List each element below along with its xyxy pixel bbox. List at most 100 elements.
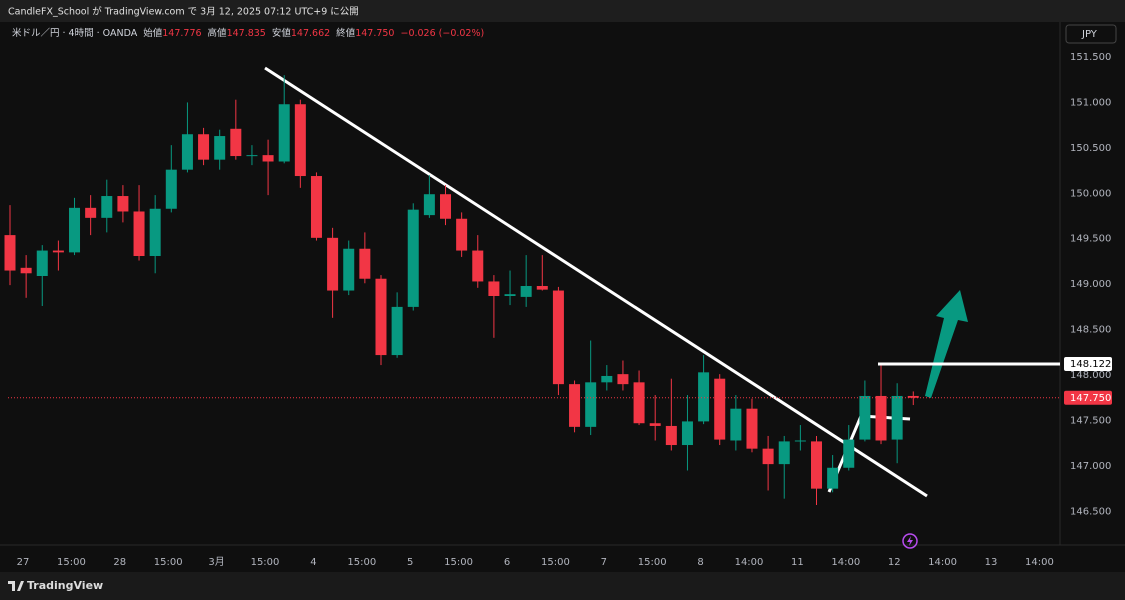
candle-body: [520, 285, 532, 297]
x-tick-label: 15:00: [347, 557, 376, 568]
candle-body: [117, 196, 129, 212]
x-tick-label: 8: [697, 557, 703, 568]
candle-body: [440, 194, 452, 219]
x-tick-label: 14:00: [928, 557, 957, 568]
legend-value: 147.776: [162, 28, 201, 39]
candle-body: [456, 218, 468, 251]
publish-info: CandleFX_School が TradingView.com で 3月 1…: [8, 6, 359, 18]
brand: TradingView: [27, 579, 103, 592]
symbol: 米ドル／円 · 4時間 · OANDA: [12, 27, 138, 39]
x-tick-label: 13: [985, 557, 998, 568]
candle-body: [746, 408, 758, 449]
candle-body: [359, 248, 371, 279]
x-tick-label: 15:00: [57, 557, 86, 568]
candle-body: [859, 395, 871, 440]
candle-body: [327, 237, 339, 291]
x-tick-label: 15:00: [638, 557, 667, 568]
x-tick-label: 7: [601, 557, 607, 568]
y-tick-label: 150.500: [1070, 143, 1111, 154]
candle-body: [20, 267, 32, 274]
candle-body: [343, 248, 355, 291]
candle-body: [181, 134, 193, 170]
x-tick-label: 14:00: [831, 557, 860, 568]
x-tick-label: 15:00: [154, 557, 183, 568]
event-icon[interactable]: [902, 533, 918, 549]
legend-label: 高値: [208, 27, 228, 39]
y-tick-label: 147.000: [1070, 461, 1111, 472]
candle-body: [617, 374, 629, 385]
x-tick-label: 14:00: [1025, 557, 1054, 568]
legend-label: 安値: [272, 27, 292, 39]
candle-body: [69, 207, 81, 253]
candle-body: [601, 375, 613, 383]
candle-body: [891, 395, 903, 440]
candle-body: [698, 372, 710, 422]
candle-body: [391, 306, 403, 356]
x-tick-label: 11: [791, 557, 804, 568]
candle-body: [262, 155, 274, 162]
event-bolt: [907, 536, 913, 546]
legend-label: 始値: [143, 27, 163, 39]
candle-body: [375, 278, 387, 356]
x-tick-label: 14:00: [735, 557, 764, 568]
x-tick-label: 27: [17, 557, 30, 568]
x-tick-label: 15:00: [251, 557, 280, 568]
x-tick-label: 15:00: [444, 557, 473, 568]
last-price-label: 147.750: [1070, 393, 1111, 404]
x-tick-label: 15:00: [541, 557, 570, 568]
candle-body: [214, 136, 226, 160]
up-arrow: [925, 290, 968, 398]
level-label: 148.122: [1070, 359, 1111, 370]
candle-body: [569, 384, 581, 427]
y-tick-label: 149.000: [1070, 279, 1111, 290]
candle-body: [278, 104, 290, 162]
candle-body: [198, 134, 210, 160]
x-tick-label: 6: [504, 557, 510, 568]
candle-body: [633, 382, 645, 424]
publish-bar: [0, 0, 1125, 22]
y-tick-label: 148.500: [1070, 325, 1111, 336]
candle-body: [472, 250, 484, 282]
candle-body: [36, 250, 48, 277]
x-tick-label: 28: [113, 557, 126, 568]
y-tick-label: 146.500: [1070, 506, 1111, 517]
candle-body: [149, 208, 161, 257]
candle-body: [246, 155, 258, 157]
candle-body: [585, 382, 597, 427]
footer: [0, 572, 1125, 600]
x-tick-label: 12: [888, 557, 901, 568]
trend-line: [264, 66, 928, 498]
candle-body: [649, 423, 661, 426]
x-tick-label: 3月: [208, 556, 224, 568]
candle-body: [85, 207, 97, 218]
candle-body: [133, 211, 145, 257]
candle-body: [4, 235, 16, 271]
candle-body: [407, 209, 419, 307]
candle-body: [778, 441, 790, 465]
y-tick-label: 151.500: [1070, 52, 1111, 63]
legend-label: 終値: [336, 27, 356, 39]
legend-value: 147.835: [227, 28, 266, 39]
currency[interactable]: JPY: [1081, 29, 1098, 40]
candle-body: [504, 294, 516, 296]
candle-body: [52, 250, 64, 253]
tv-logo: [8, 581, 24, 591]
y-tick-label: 151.000: [1070, 97, 1111, 108]
candle-body: [552, 290, 564, 385]
candle-body: [294, 104, 306, 177]
candle-body: [230, 128, 242, 157]
y-tick-label: 147.500: [1070, 415, 1111, 426]
candle-body: [907, 395, 919, 398]
currency-box[interactable]: [1065, 24, 1117, 44]
y-tick-label: 149.500: [1070, 234, 1111, 245]
candle-body: [827, 467, 839, 489]
legend-change: −0.026 (−0.02%): [400, 28, 484, 39]
ohlc-legend: 米ドル／円 · 4時間 · OANDA 始値147.776 高値147.835 安値1…: [12, 27, 484, 39]
level-box: [1064, 356, 1112, 371]
candle-body: [488, 281, 500, 296]
candle-body: [681, 421, 693, 446]
candle-body: [165, 169, 177, 209]
x-tick-label: 5: [407, 557, 413, 568]
x-tick-label: 4: [310, 557, 316, 568]
